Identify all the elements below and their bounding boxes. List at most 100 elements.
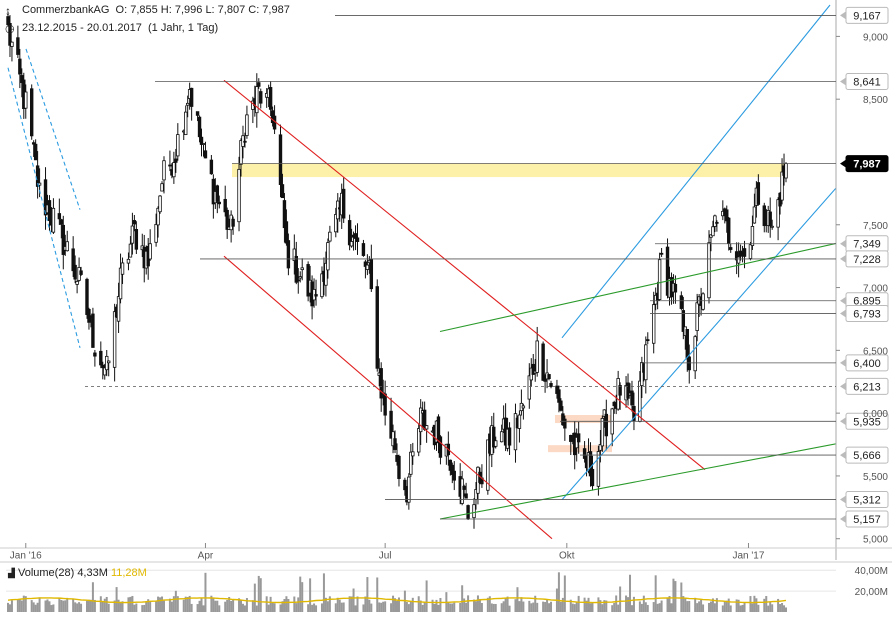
level-label-pointer [840, 254, 846, 263]
candle [112, 303, 117, 382]
volume-bar [52, 604, 55, 612]
volume-bar [753, 595, 756, 612]
volume-bar [149, 601, 152, 612]
y-tick-label: 7,500 [863, 221, 888, 232]
volume-bar [674, 581, 677, 612]
volume-bar [785, 607, 787, 612]
candle [383, 380, 387, 426]
candle-down [18, 58, 22, 75]
candle [375, 279, 379, 372]
volume-bar [771, 604, 774, 612]
volume-bar [382, 601, 385, 612]
volume-bar [212, 597, 215, 612]
candle-up [472, 504, 476, 519]
candle [334, 207, 338, 238]
volume-bar [783, 605, 786, 612]
volume-bar [259, 578, 262, 612]
volume-bar [265, 596, 268, 612]
candle [535, 326, 539, 377]
candle [590, 455, 595, 491]
volume-bar [378, 602, 381, 612]
candle-up [780, 171, 784, 201]
candle [665, 238, 670, 299]
candle-up [424, 425, 429, 430]
volume-bar [591, 602, 594, 612]
volume-bar [342, 602, 345, 612]
volume-bar [78, 602, 81, 612]
candle-down [687, 356, 691, 371]
candle [725, 205, 729, 233]
red-channel-upper [223, 79, 706, 471]
candle-down [61, 224, 65, 255]
candle [197, 115, 202, 143]
volume-bar [625, 595, 628, 612]
candle [286, 233, 291, 276]
volume-bar [474, 601, 477, 612]
chart-type-icon[interactable]: ↕ [5, 4, 11, 18]
level-label-pointer [840, 11, 846, 20]
candle-down [195, 111, 200, 116]
candle-down [452, 470, 456, 481]
candle-down [57, 213, 62, 220]
candle-down [31, 142, 36, 145]
volume-bar [749, 596, 752, 612]
candle-up [156, 207, 160, 226]
ohlc-values: O: 7,855 H: 7,996 L: 7,807 C: 7,987 [115, 4, 290, 16]
candle [768, 197, 772, 238]
candle [65, 230, 69, 252]
candle [450, 462, 454, 484]
volume-bar [348, 596, 351, 612]
candle [160, 181, 164, 192]
red-channel-lower [223, 255, 553, 540]
candle [602, 409, 607, 428]
candle [557, 385, 561, 413]
candle [223, 185, 227, 217]
candle [16, 25, 20, 59]
volume-bar [617, 604, 620, 612]
volume-bar [490, 603, 493, 612]
candle [389, 397, 393, 439]
candle-up [736, 256, 741, 264]
candle-down [132, 220, 137, 225]
volume-bar [392, 595, 395, 612]
volume-bar [542, 601, 545, 612]
candle [278, 124, 283, 198]
volume-bar [698, 601, 701, 612]
volume-bar [711, 598, 714, 612]
candle [513, 403, 518, 463]
candle [521, 403, 526, 420]
candle [35, 151, 40, 199]
x-tick-label: Jul [379, 550, 392, 561]
volume-bar [777, 598, 780, 612]
candle [349, 228, 354, 248]
volume-bar [627, 597, 630, 612]
candle [519, 389, 524, 416]
candle-down [590, 468, 595, 487]
candle [693, 334, 697, 379]
candle-up [130, 225, 135, 244]
volume-bar [324, 597, 327, 612]
candle-down [626, 382, 630, 399]
volume-bar [135, 603, 138, 612]
candle [130, 212, 135, 255]
candle-up [460, 478, 464, 504]
candle [296, 268, 300, 294]
volume-bar [143, 604, 146, 612]
candle-up [407, 476, 411, 503]
candle-down [314, 294, 318, 297]
candle [215, 184, 220, 214]
candle [452, 461, 456, 491]
candle-down [79, 270, 83, 275]
volume-bar [494, 603, 497, 612]
volume-bar [200, 597, 203, 612]
candle-up [527, 375, 531, 400]
volume-bar [322, 573, 325, 612]
candle [201, 143, 206, 157]
volume-bar [301, 582, 304, 612]
candle-up [112, 311, 117, 368]
candle-down [462, 485, 466, 490]
volume-bar [243, 605, 246, 612]
candle-up [499, 431, 504, 443]
candle [547, 374, 551, 381]
candle-up [326, 242, 330, 271]
